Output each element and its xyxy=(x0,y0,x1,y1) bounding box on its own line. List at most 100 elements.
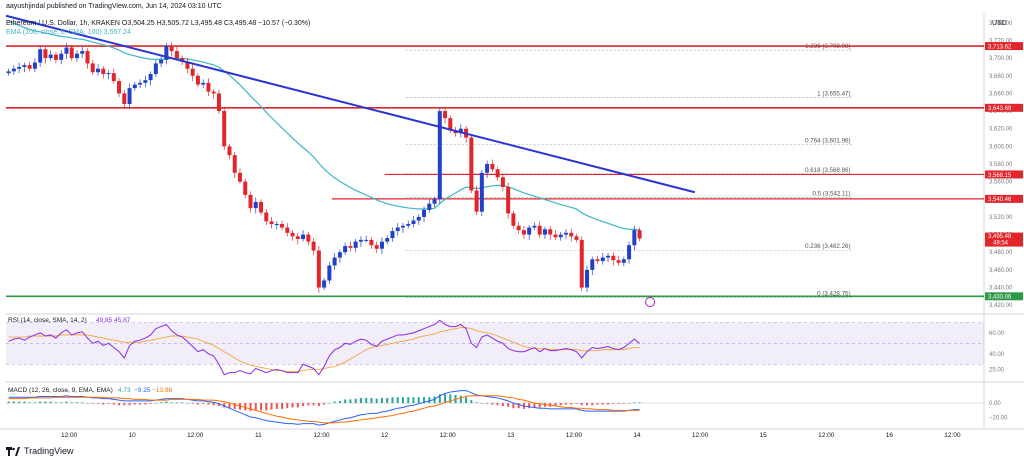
trend-line xyxy=(5,14,696,194)
price-tick-label: 3,680.00 xyxy=(989,74,1013,80)
sr-level-tag xyxy=(985,292,1023,301)
candle-body xyxy=(511,213,516,226)
footer-brand-label: TradingView xyxy=(24,446,74,456)
macd-histogram-bar xyxy=(533,403,536,408)
macd-histogram-bar xyxy=(428,397,431,404)
macd-histogram-bar xyxy=(575,403,578,404)
candle-body xyxy=(101,68,106,74)
candle-body xyxy=(364,239,369,241)
macd-histogram-bar xyxy=(449,394,452,404)
candle-body xyxy=(59,53,64,60)
macd-histogram-bar xyxy=(254,403,257,411)
macd-histogram-bar xyxy=(18,401,21,404)
macd-histogram-bar xyxy=(7,401,10,404)
candle-body xyxy=(127,88,132,104)
price-tick-label: 3,660.00 xyxy=(989,91,1013,97)
macd-histogram-bar xyxy=(91,403,94,404)
candle-body xyxy=(595,259,600,262)
macd-histogram-bar xyxy=(349,399,352,404)
candle-body xyxy=(332,257,337,266)
macd-histogram-bar xyxy=(202,403,205,404)
macd-histogram-bar xyxy=(44,401,47,404)
macd-histogram-bar xyxy=(465,397,468,404)
rsi-title: RSI (14, close, SMA, 14, 2) xyxy=(8,317,87,324)
candle-body xyxy=(585,269,590,288)
candle-body xyxy=(206,82,211,92)
candle-body xyxy=(500,177,505,187)
candle-body xyxy=(474,190,479,212)
macd-histogram-bar xyxy=(260,403,263,411)
macd-histogram-bar xyxy=(354,398,357,404)
candle-body xyxy=(253,201,258,209)
price-tick-label: 3,420.00 xyxy=(989,303,1013,309)
sr-level-tag xyxy=(985,170,1023,179)
currency-label: USD xyxy=(992,20,1007,27)
macd-histogram-bar xyxy=(102,403,105,405)
macd-histogram-bar xyxy=(391,397,394,404)
macd-histogram-bar xyxy=(112,403,115,405)
macd-histogram-bar xyxy=(596,403,599,405)
macd-histogram-bar xyxy=(54,402,57,404)
price-tick-label: 3,480.00 xyxy=(989,250,1013,256)
candle-body xyxy=(117,81,122,94)
candle-body xyxy=(432,199,437,204)
macd-histogram-bar xyxy=(396,397,399,404)
candle-body xyxy=(295,236,300,239)
macd-histogram-bar xyxy=(580,403,583,406)
macd-histogram-bar xyxy=(554,403,557,406)
macd-histogram-bar xyxy=(39,401,42,404)
macd-histogram-bar xyxy=(312,403,315,406)
macd-histogram-bar xyxy=(475,402,478,404)
macd-histogram-bar xyxy=(412,397,415,404)
candle-body xyxy=(479,172,484,212)
macd-histogram-bar xyxy=(186,403,189,404)
candle-body xyxy=(274,224,279,225)
candle-body xyxy=(38,49,43,63)
rsi-values: 49.85 45.87 xyxy=(96,317,131,324)
price-tick-label: 3,560.00 xyxy=(989,180,1013,186)
candle-body xyxy=(153,63,158,74)
macd-histogram-bar xyxy=(196,403,199,405)
macd-histogram-bar xyxy=(265,403,268,411)
candle-body xyxy=(90,63,95,73)
macd-histogram-bar xyxy=(344,399,347,404)
macd-histogram-bar xyxy=(33,402,36,404)
time-tick-label: 12:00 xyxy=(313,432,330,439)
macd-histogram-bar xyxy=(375,398,378,404)
macd-histogram-bar xyxy=(438,394,441,404)
time-tick-label: 16 xyxy=(886,432,894,439)
candle-body xyxy=(17,66,22,69)
candle-body xyxy=(443,111,448,119)
macd-histogram-bar xyxy=(470,400,473,404)
candle-body xyxy=(306,234,311,242)
sr-level-tag-label: 3,713.62 xyxy=(988,44,1012,50)
macd-histogram-bar xyxy=(191,403,194,404)
macd-histogram-bar xyxy=(491,403,494,405)
candle-body xyxy=(427,203,432,210)
sr-level-tag-label: 3,568.15 xyxy=(988,173,1012,179)
macd-line xyxy=(8,390,640,426)
sr-level-tag xyxy=(985,103,1023,112)
macd-histogram-bar xyxy=(607,403,610,405)
price-tick-label: 3,440.00 xyxy=(989,286,1013,292)
candle-body xyxy=(174,51,179,59)
macd-histogram-bar xyxy=(154,403,157,404)
candle-body xyxy=(222,111,227,147)
macd-histogram-bar xyxy=(338,400,341,404)
fib-level-label: 1 (3,655.47) xyxy=(817,90,850,97)
macd-histogram-bar xyxy=(480,403,483,404)
candle-body xyxy=(211,91,216,94)
fib-level-label: 0.618 (3,568.86) xyxy=(805,167,850,174)
candles-group xyxy=(6,42,642,293)
candle-body xyxy=(627,245,632,260)
macd-histogram-bar xyxy=(496,403,499,406)
macd-histogram-bar xyxy=(512,403,515,409)
time-tick-label: 12:00 xyxy=(566,432,583,439)
candle-body xyxy=(416,216,421,221)
macd-histogram-bar xyxy=(612,403,615,404)
macd-histogram-bar xyxy=(28,402,31,404)
macd-histogram-bar xyxy=(291,403,294,408)
footer-brand[interactable]: TradingView xyxy=(6,446,74,456)
